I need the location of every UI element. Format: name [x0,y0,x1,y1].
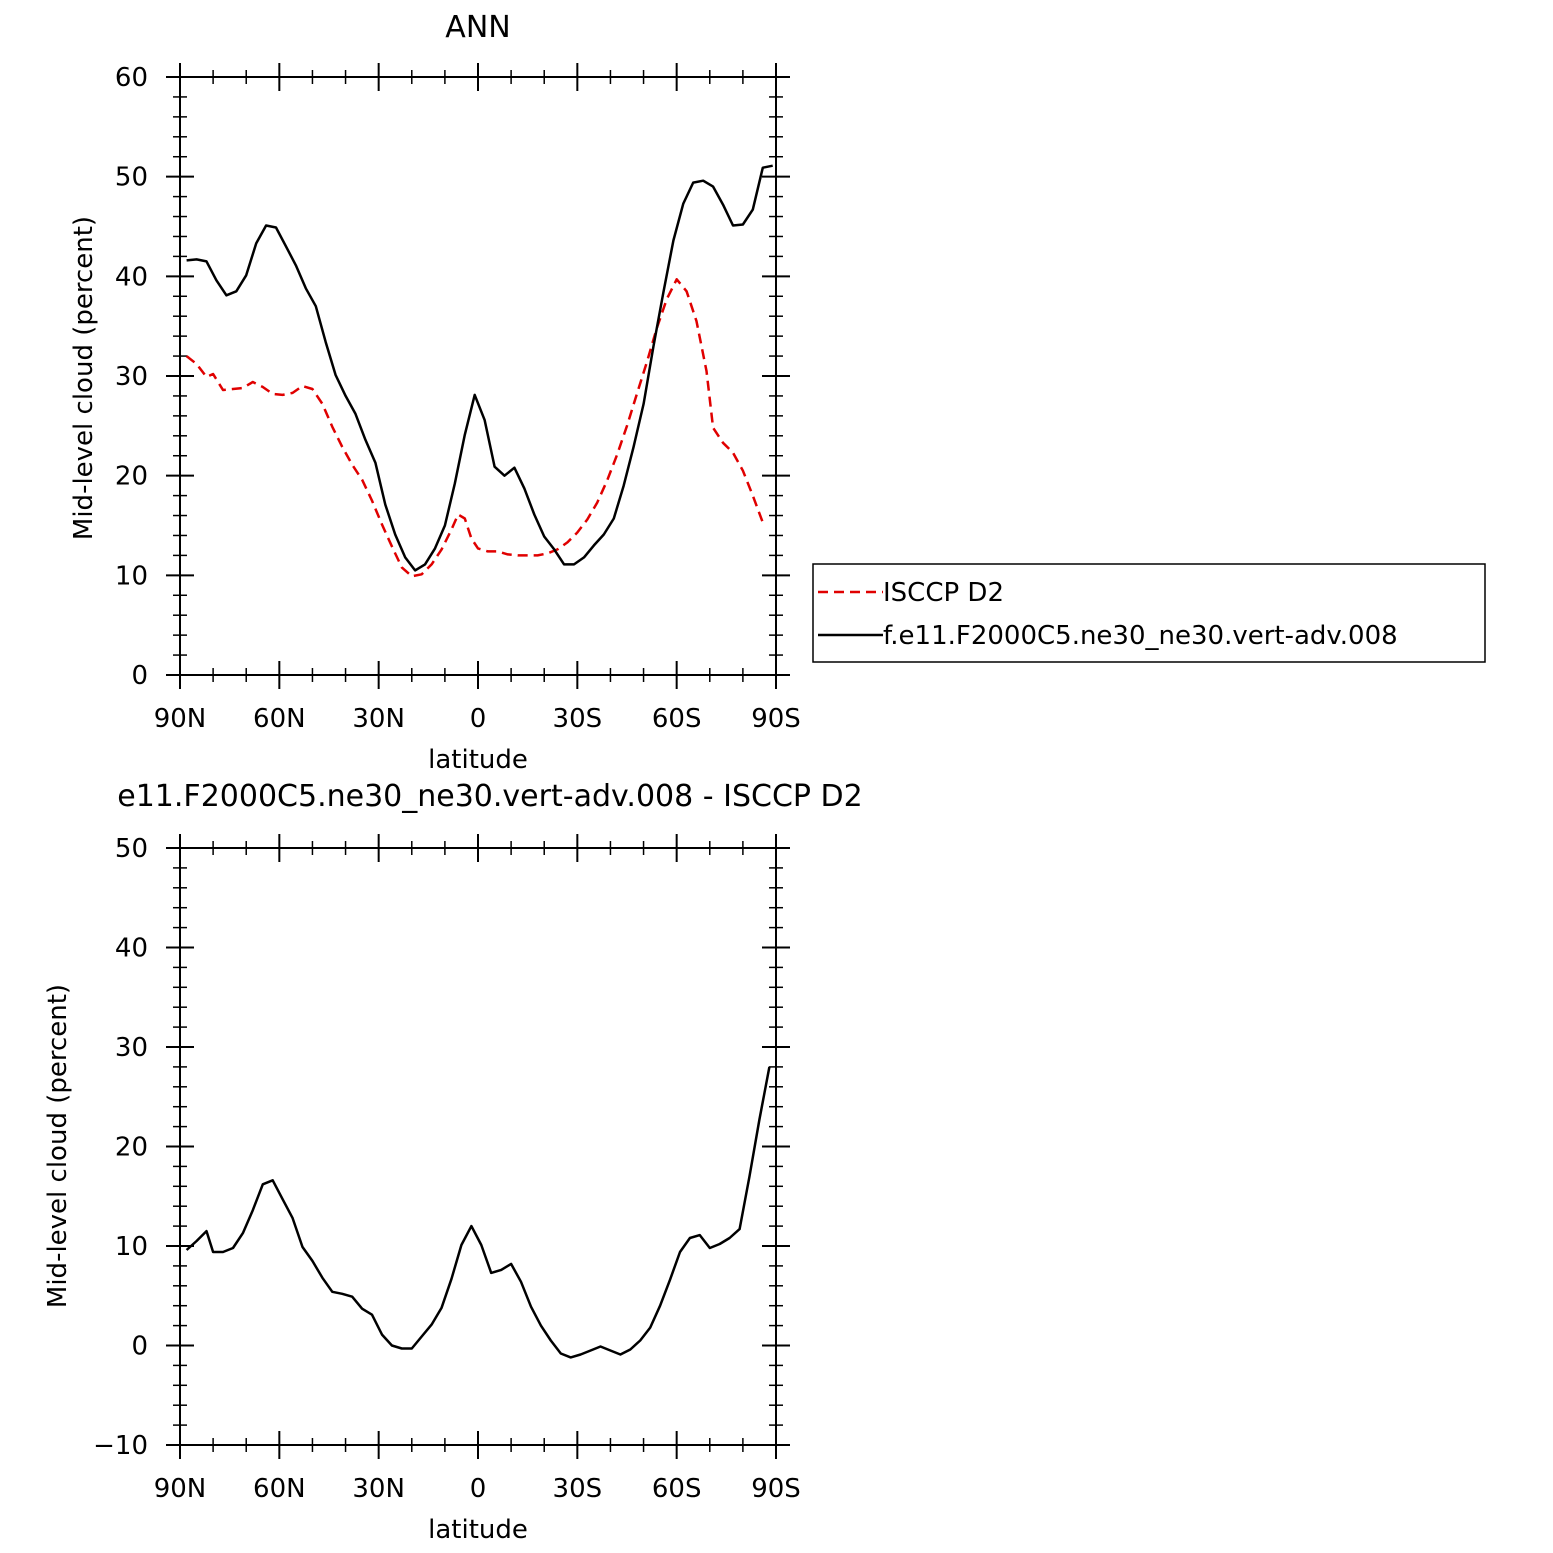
bottom-series-line-0 [185,1066,771,1359]
bottom-y-tick-label: 0 [131,1332,148,1362]
legend-label-model: f.e11.F2000C5.ne30_ne30.vert-adv.008 [883,621,1398,651]
top-chart-frame [179,76,777,676]
top-y-tick-label: 20 [115,462,148,492]
bottom-chart: e11.F2000C5.ne30_ne30.vert-adv.008 - ISC… [43,779,863,1545]
bottom-y-tick-label: 10 [115,1232,148,1262]
bottom-chart-frame [179,847,777,1446]
top-chart-title: ANN [445,10,510,45]
bottom-chart-tick-labels: 90N 60N 30N 0 30S 60S 90S −10 0 10 20 30 40 50 [93,834,801,1504]
bottom-y-tick-label: 40 [115,934,148,964]
top-x-tick-label: 60S [652,704,702,734]
bottom-x-tick-label: 60S [652,1474,702,1504]
top-series-line-1 [186,164,773,572]
bottom-y-tick-label: 50 [115,834,148,864]
top-chart-xlabel: latitude [428,745,528,775]
top-x-tick-label: 60N [253,704,306,734]
legend-box [812,563,1486,663]
top-x-tick-label: 30N [352,704,405,734]
top-y-tick-label: 60 [115,63,148,93]
bottom-chart-xlabel: latitude [428,1515,528,1545]
top-series-line-0 [185,278,764,578]
bottom-x-tick-label: 30N [352,1474,405,1504]
top-y-tick-label: 10 [115,561,148,591]
bottom-x-tick-label: 0 [470,1474,487,1504]
bottom-y-tick-label: −10 [93,1431,148,1461]
legend-label-isccp-d2: ISCCP D2 [883,578,1004,608]
bottom-chart-title: e11.F2000C5.ne30_ne30.vert-adv.008 - ISC… [117,779,862,814]
bottom-x-tick-label: 60N [253,1474,306,1504]
top-y-tick-label: 0 [131,661,148,691]
top-chart-gridticks [166,63,790,689]
bottom-x-tick-label: 90S [751,1474,801,1504]
top-x-tick-label: 0 [470,704,487,734]
top-y-tick-label: 40 [115,262,148,292]
top-x-tick-label: 90N [154,704,207,734]
bottom-chart-gridticks [166,834,790,1459]
bottom-y-tick-label: 30 [115,1033,148,1063]
top-y-tick-label: 50 [115,163,148,193]
bottom-chart-ylabel: Mid-level cloud (percent) [43,984,73,1308]
bottom-x-tick-label: 30S [553,1474,603,1504]
top-x-tick-label: 30S [553,704,603,734]
legend: ISCCP D2 f.e11.F2000C5.ne30_ne30.vert-ad… [812,563,1486,663]
top-chart-ylabel: Mid-level cloud (percent) [69,216,99,540]
bottom-chart-series [185,1066,771,1359]
top-chart-tick-labels: 90N 60N 30N 0 30S 60S 90S 0 10 20 30 40 50 60 [115,63,801,734]
top-x-tick-label: 90S [751,704,801,734]
bottom-y-tick-label: 20 [115,1133,148,1163]
top-y-tick-label: 30 [115,362,148,392]
top-chart-series [185,164,773,578]
bottom-x-tick-label: 90N [154,1474,207,1504]
top-chart: ANN 90N 60N 30N 0 30S 60S 90S 0 10 20 30 40 50 60 Mid… [69,10,801,775]
